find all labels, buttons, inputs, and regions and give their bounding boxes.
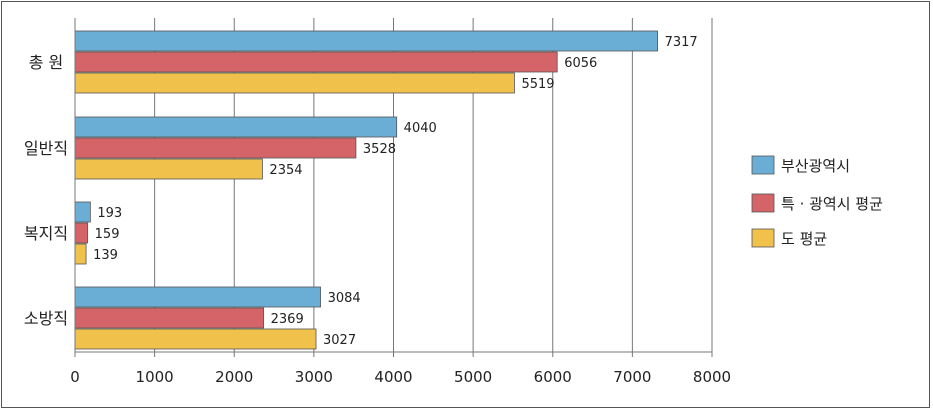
bar (74, 30, 659, 52)
data-label: 6056 (564, 56, 597, 71)
x-tick-label: 5000 (454, 368, 492, 386)
bar (74, 116, 398, 138)
legend-swatch (751, 228, 775, 248)
x-tick-label: 0 (70, 368, 80, 386)
category-label: 소방직 (24, 309, 68, 328)
bar (74, 307, 265, 329)
bar (74, 222, 89, 244)
bar (74, 72, 515, 94)
data-label: 3528 (363, 142, 396, 157)
axes: 0 1000 2000 3000 4000 5000 6000 7000 8000 총 원일반직복… (24, 18, 731, 386)
bar (74, 201, 91, 223)
x-tick-label: 8000 (693, 368, 731, 386)
legend-swatch (751, 193, 775, 213)
legend-label: 부산광역시 (781, 157, 850, 175)
data-label: 7317 (665, 35, 698, 50)
bar (74, 137, 357, 159)
data-label: 3084 (328, 291, 361, 306)
bar (74, 286, 321, 308)
legend-label: 도 평균 (781, 230, 827, 248)
category-label: 일반직 (24, 139, 68, 158)
x-tick-label: 2000 (215, 368, 253, 386)
legend-swatch (751, 155, 775, 175)
bar (74, 158, 263, 180)
category-label: 총 원 (29, 53, 64, 72)
x-tick-label: 3000 (295, 368, 333, 386)
category-label: 복지직 (24, 224, 68, 243)
x-tick-label: 4000 (374, 368, 412, 386)
bar (74, 328, 317, 350)
data-label: 193 (97, 206, 122, 221)
x-tick-label: 7000 (613, 368, 651, 386)
bars: 7317 4040 193 3084 6056 3528 159 2369 5519 2354 13… (74, 30, 698, 350)
x-tick-label: 6000 (534, 368, 572, 386)
data-label: 159 (95, 227, 120, 242)
data-label: 3027 (323, 333, 356, 348)
data-label: 4040 (404, 121, 437, 136)
legend-label: 특 · 광역시 평균 (781, 195, 883, 213)
data-label: 2354 (269, 163, 302, 178)
x-tick-label: 1000 (136, 368, 174, 386)
bar (74, 243, 87, 265)
data-label: 139 (93, 248, 118, 263)
data-label: 2369 (271, 312, 304, 327)
data-label: 5519 (521, 77, 554, 92)
bar (74, 51, 558, 73)
